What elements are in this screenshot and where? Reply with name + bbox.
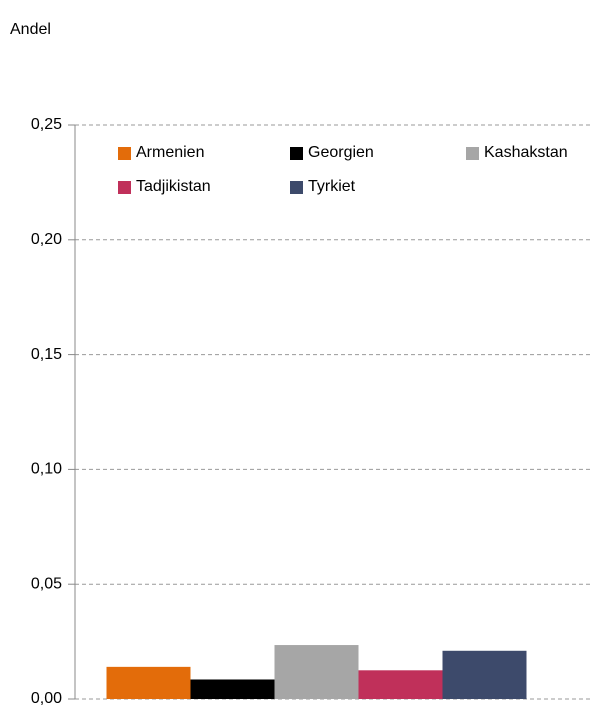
legend-swatch [290, 147, 303, 160]
legend-label: Georgien [308, 144, 374, 161]
legend-swatch [466, 147, 479, 160]
bar [442, 650, 527, 699]
bar [358, 670, 443, 699]
legend-swatch [290, 181, 303, 194]
y-tick-label: 0,00 [31, 690, 62, 707]
legend-label: Tyrkiet [308, 178, 356, 195]
y-tick-label: 0,10 [31, 461, 62, 478]
bar [106, 666, 191, 699]
y-tick-label: 0,15 [31, 346, 62, 363]
legend-swatch [118, 181, 131, 194]
bar [190, 679, 275, 699]
bar [274, 645, 359, 699]
legend-label: Tadjikistan [136, 178, 211, 195]
y-tick-label: 0,20 [31, 231, 62, 248]
y-axis-label: Andel [10, 21, 51, 38]
y-tick-label: 0,25 [31, 116, 62, 133]
legend-swatch [118, 147, 131, 160]
y-tick-label: 0,05 [31, 575, 62, 592]
legend-label: Kashakstan [484, 144, 568, 161]
legend-label: Armenien [136, 144, 204, 161]
